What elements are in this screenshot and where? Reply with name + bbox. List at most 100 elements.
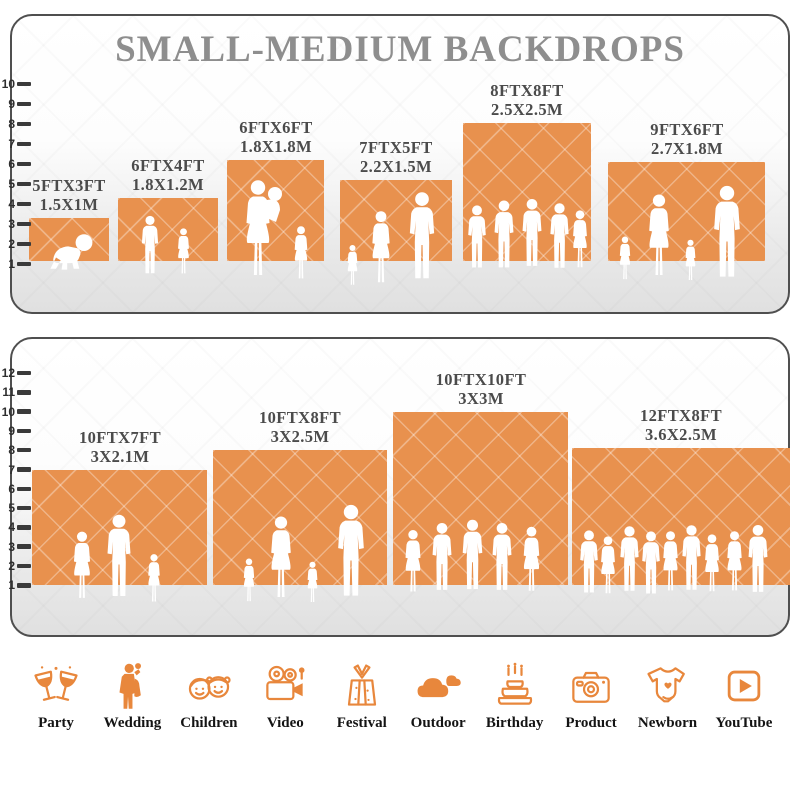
scale-tick-label: 5	[8, 177, 15, 191]
scale-tick-label: 12	[1, 366, 15, 380]
scale-tick-label: 11	[2, 385, 15, 400]
category-label: Product	[565, 715, 617, 731]
size-m: 3X3M	[458, 389, 504, 409]
people-silhouette-family-three	[347, 192, 435, 285]
scale-tick-label: 1	[8, 257, 15, 271]
backdrop-label: 8FTX8FT 2.5X2.5M	[490, 81, 563, 119]
photo-camera-icon	[572, 671, 610, 703]
backdrop-rect-10x10	[393, 412, 568, 585]
scale-tick-label: 2	[8, 237, 15, 251]
scale-tick: 1	[0, 258, 31, 270]
scale-tick-mark	[17, 121, 31, 127]
scale-tick-label: 1	[8, 578, 15, 593]
scale-tick-label: 6	[8, 481, 15, 496]
party-glasses-icon	[34, 666, 78, 701]
people-silhouette-two-kids	[141, 215, 189, 274]
scale-tick-mark	[17, 161, 31, 167]
size-m: 3X2.1M	[90, 447, 150, 467]
scale-tick: 7	[0, 464, 31, 476]
clouds-icon	[417, 675, 461, 698]
scale-tick-label: 4	[8, 197, 15, 211]
scale-tick: 4	[0, 521, 31, 533]
backdrop-label: 10FTX8FT 3X2.5M	[259, 408, 341, 446]
category-video: Video	[249, 660, 321, 732]
category-label: Children	[180, 715, 238, 731]
scale-tick-label: 7	[8, 462, 15, 477]
category-label: Birthday	[485, 715, 544, 731]
scale-tick: 7	[0, 138, 31, 150]
scale-tick: 9	[0, 98, 31, 110]
backdrop-label: 6FTX6FT 1.8X1.8M	[239, 118, 312, 156]
scale-tick: 2	[0, 238, 31, 250]
category-youtube: YouTube	[708, 660, 780, 732]
category-label: Festival	[336, 715, 387, 731]
category-outdoor: Outdoor	[402, 660, 474, 732]
size-m: 2.2X1.5M	[360, 157, 432, 177]
size-ft: 9FTX6FT	[650, 120, 724, 139]
scale-tick: 9	[0, 425, 31, 437]
category-label: Newborn	[637, 715, 698, 731]
category-label: YouTube	[715, 715, 773, 731]
size-ft: 5FTX3FT	[32, 176, 106, 195]
size-m: 2.5X2.5M	[491, 100, 563, 120]
people-silhouette-family-four	[243, 504, 364, 602]
birthday-cake-icon	[497, 662, 532, 705]
scale-tick: 8	[0, 444, 31, 456]
people-silhouette-mother-children	[246, 180, 308, 279]
backdrop-label: 10FTX10FT 3X3M	[436, 370, 527, 408]
scale-tick: 5	[0, 178, 31, 190]
size-ft: 10FTX7FT	[78, 428, 162, 447]
scale-tick-label: 10	[1, 404, 15, 419]
scale-tick-mark	[17, 486, 31, 492]
backdrop-label: 6FTX4FT 1.8X1.2M	[131, 156, 204, 194]
size-ft: 10FTX8FT	[258, 408, 342, 427]
scale-tick-mark	[17, 201, 31, 207]
wedding-couple-icon	[119, 663, 142, 709]
category-festival: Festival	[326, 660, 398, 732]
size-ft: 7FTX5FT	[359, 138, 433, 157]
backdrop-rect-6x4	[118, 198, 218, 261]
people-silhouette-baby	[50, 234, 93, 270]
scale-tick: 6	[0, 483, 31, 495]
scale-tick-mark	[17, 544, 31, 549]
people-silhouette-family-four	[619, 185, 740, 280]
people-silhouette-crowd	[580, 524, 768, 594]
backdrop-label: 10FTX7FT 3X2.1M	[79, 428, 161, 466]
people-silhouette-group-five	[468, 198, 587, 268]
category-label: Wedding	[103, 715, 162, 731]
size-ft: 8FTX8FT	[490, 81, 564, 100]
scale-tick-mark	[17, 467, 31, 472]
scale-tick: 5	[0, 502, 31, 514]
scale-tick-label: 10	[1, 77, 15, 91]
scale-tick: 10	[0, 78, 31, 90]
scale-tick-mark	[17, 261, 31, 267]
scale-tick: 8	[0, 118, 31, 130]
category-party: Party	[20, 660, 92, 732]
size-m: 3.6X2.5M	[645, 425, 717, 445]
scale-tick-mark	[17, 370, 31, 376]
category-product: Product	[555, 660, 627, 732]
scale-tick-label: 8	[8, 117, 15, 131]
scale-tick-mark	[17, 409, 31, 414]
gift-box-icon	[347, 664, 376, 706]
scale-tick-mark	[17, 141, 31, 147]
scale-tick-label: 2	[8, 559, 15, 573]
children-faces-icon	[188, 676, 231, 700]
scale-tick-mark	[17, 428, 31, 434]
scale-tick-label: 3	[8, 539, 15, 554]
size-m: 1.8X1.8M	[240, 137, 312, 157]
size-ft: 10FTX10FT	[435, 370, 527, 389]
scale-tick-mark	[17, 505, 31, 511]
scale-tick: 3	[0, 541, 31, 553]
scale-tick-label: 6	[8, 157, 15, 171]
scale-tick-mark	[17, 221, 31, 227]
size-m: 1.5X1M	[39, 195, 99, 215]
scale-tick: 6	[0, 158, 31, 170]
category-row: Party Wedding	[20, 660, 780, 732]
page-title: SMALL-MEDIUM BACKDROPS	[115, 29, 685, 70]
scale-tick: 1	[0, 579, 31, 591]
play-button-icon	[727, 670, 761, 702]
scale-tick: 10	[0, 406, 31, 418]
scale-tick-mark	[17, 525, 31, 530]
